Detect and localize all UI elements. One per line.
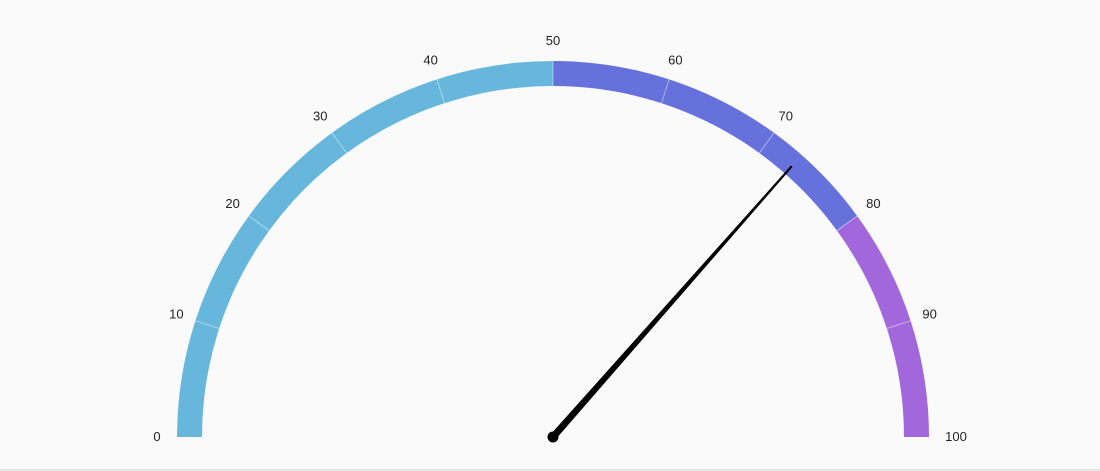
gauge-bands [177, 61, 929, 437]
gauge-tick-label: 20 [225, 196, 239, 211]
gauge-band-1 [177, 61, 553, 437]
gauge-tick-label: 10 [169, 307, 183, 322]
gauge-hand-pin [547, 431, 559, 443]
gauge-tick-divider [660, 79, 670, 104]
gauge-tick-divider [248, 215, 270, 232]
gauge-tick-label: 0 [153, 429, 160, 444]
gauge-band-2 [553, 61, 858, 231]
gauge-tick-label: 70 [779, 109, 793, 124]
gauge-tick-divider [836, 215, 858, 232]
gauge-tick-divider [331, 132, 348, 154]
gauge-tick-label: 90 [922, 307, 936, 322]
gauge-tick-label: 60 [668, 52, 682, 67]
gauge-tick-divider [886, 320, 911, 330]
gauge-hand [547, 165, 793, 443]
gauge-tick-dividers [195, 61, 911, 330]
gauge-tick-divider [758, 132, 775, 154]
bottom-divider [0, 469, 1100, 471]
gauge-tick-label: 50 [546, 33, 560, 48]
gauge-band-3 [836, 215, 929, 437]
gauge-tick-divider [436, 79, 446, 104]
gauge-tick-labels: 0 10 20 30 40 50 60 70 80 90 100 [153, 33, 966, 444]
gauge-tick-divider [195, 320, 220, 330]
gauge-tick-label: 40 [423, 52, 437, 67]
gauge-hand-needle [550, 165, 793, 440]
gauge-tick-label: 100 [945, 429, 967, 444]
gauge-tick-label: 30 [313, 109, 327, 124]
gauge-tick-label: 80 [866, 196, 880, 211]
